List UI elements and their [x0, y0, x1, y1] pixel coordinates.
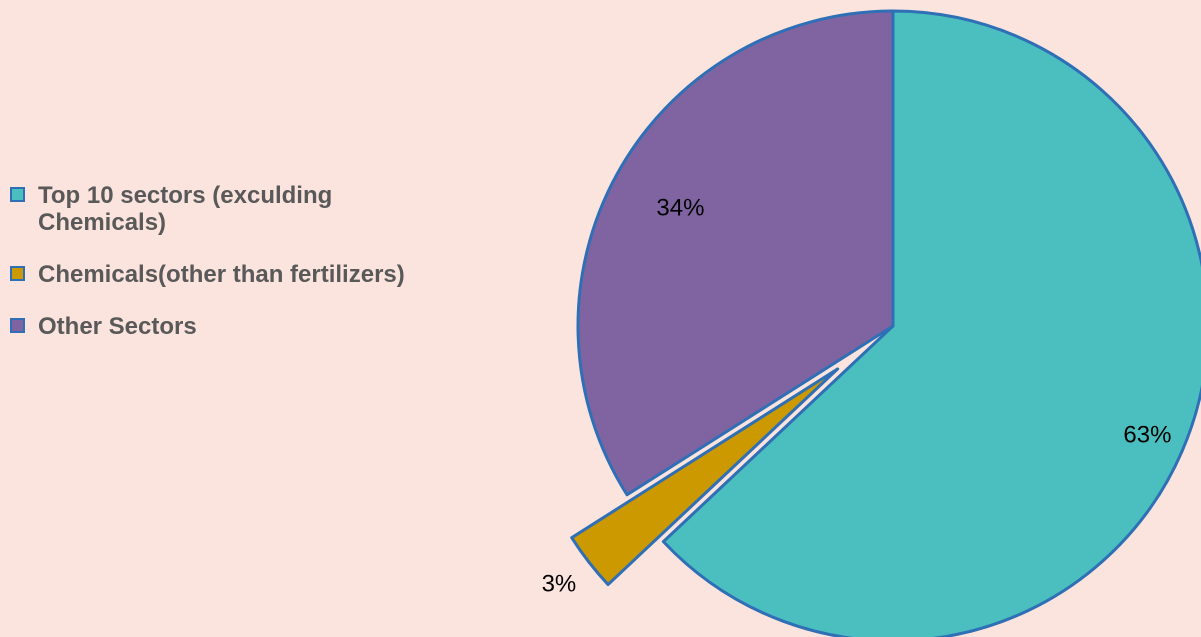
legend-swatch — [10, 266, 25, 281]
pie-slice-2 — [576, 9, 895, 497]
legend-item-2: Other Sectors — [10, 313, 430, 340]
legend-item-0: Top 10 sectors (exculding Chemicals) — [10, 182, 430, 236]
legend: Top 10 sectors (exculding Chemicals) Chem… — [10, 182, 430, 340]
slice-data-label-2: 34% — [656, 194, 704, 221]
slice-data-label-0: 63% — [1123, 421, 1171, 448]
pie-slice-0 — [661, 9, 1201, 637]
legend-swatch — [10, 318, 25, 333]
legend-swatch — [10, 187, 25, 202]
legend-label: Chemicals(other than fertilizers) — [38, 261, 405, 288]
legend-label: Other Sectors — [38, 313, 197, 340]
pie-slice-1 — [570, 367, 840, 587]
slice-data-label-1: 3% — [542, 570, 577, 597]
legend-label: Top 10 sectors (exculding Chemicals) — [38, 182, 333, 236]
legend-item-1: Chemicals(other than fertilizers) — [10, 261, 430, 288]
